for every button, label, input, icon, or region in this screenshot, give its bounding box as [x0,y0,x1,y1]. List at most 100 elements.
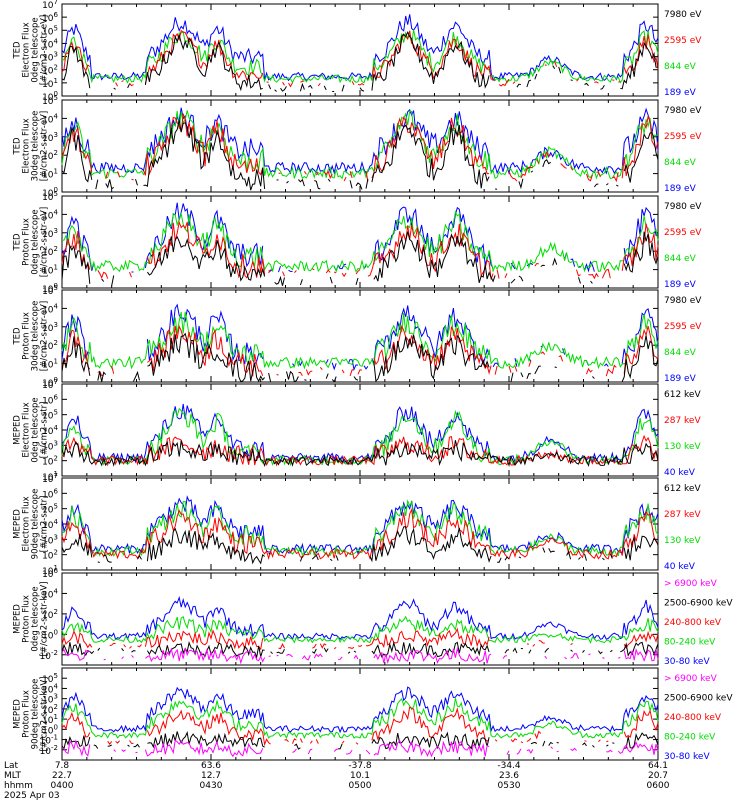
y-axis-label-line: Electron Flux [22,496,32,551]
y-axis-label-line: Proton Flux [22,312,32,360]
y-tick-label: 103 [42,439,58,452]
legend-entry: 40 keV [664,468,696,478]
series-line [61,403,659,464]
y-axis-label-line: [#/cm2-s-str] [40,402,50,459]
series-line [61,29,659,88]
y-tick-label: 107 [42,472,58,485]
panel-frame [61,99,659,193]
legend-entry: 7980 eV [664,296,702,306]
legend-entry: > 6900 keV [664,674,718,684]
legend-entry: 80-240 keV [664,733,716,743]
legend-entry: 240-800 keV [664,618,722,628]
x-tick-lat: 63.6 [201,761,221,771]
flux-panel-6: 101 102 103 104 105 106 107 MEPED Electron Flux 9… [13,472,702,577]
y-tick-label: 104 [42,37,58,50]
y-tick-label: 100 [42,186,58,199]
x-tick-mlt: 22.7 [52,771,72,781]
y-tick-label: 101 [42,77,58,90]
series-line [61,526,659,565]
y-tick-label: 105 [42,24,58,37]
flux-panel-2: 100 101 102 103 104 105 TED Electron Flux 30deg … [13,94,703,199]
y-axis-label: TED Proton Flux 30deg telescope [#/cm2-s-st… [13,301,50,372]
y-tick-label: 106 [42,487,58,500]
y-tick-label: 106 [42,11,58,24]
series-line [61,640,659,659]
y-tick-label: 101 [42,264,58,277]
y-axis-label-line: 0deg telescope [31,397,41,462]
legend-entry: 844 eV [664,62,697,72]
y-axis-label-line: Proton Flux [22,218,32,266]
y-tick-label: 100 [42,723,58,736]
y-axis-label-line: 30deg telescope [31,111,41,182]
y-tick-label: 103 [42,321,58,334]
y-axis-label: MEPED Electron Flux 90deg telescope [#/cm2-… [13,489,50,560]
y-axis-label-line: [#/cm2-s-str-eV] [40,15,50,85]
panel-frame [61,667,659,761]
legend-entry: 189 eV [664,280,697,290]
series-line [61,30,659,92]
y-tick-label: 101 [42,713,58,726]
series-line [61,29,659,84]
x-row-label: MLT [4,771,22,781]
series-line [61,739,659,758]
legend-entry: 189 eV [664,184,697,194]
y-axis-label: MEPED Proton Flux 0deg telescope [#/cm2-s-s… [13,582,50,657]
y-tick-label: 104 [42,682,58,695]
x-tick-hhmm: 0600 [647,781,670,791]
y-tick-label: 101 [42,470,58,483]
y-axis-label-line: [#/cm2-s-str-eV] [40,301,50,371]
y-axis-label-line: [#/cm2-s-str-eV] [40,207,50,277]
flux-panel-5: 101 102 103 104 105 106 107 MEPED Electron Flux 0… [13,378,702,483]
x-tick-lat: 7.8 [55,761,70,771]
y-tick-label: 100 [42,90,58,103]
series-line [61,706,659,747]
y-axis-label-line: Proton Flux [22,595,32,643]
y-tick-label: 104 [42,302,58,315]
y-axis-label-line: TED [13,327,23,346]
series-line [61,627,659,651]
legend-entry: 7980 eV [664,10,702,20]
legend-entry: 2595 eV [664,132,702,142]
legend-entry: 7980 eV [664,106,702,116]
y-axis-label-line: 90deg telescope [31,679,41,750]
y-tick-label: 101 [42,358,58,371]
legend-entry: 240-800 keV [664,713,722,723]
y-axis-label-line: Electron Flux [22,118,32,173]
y-axis-label-line: TED [13,137,23,156]
legend-entry: 80-240 keV [664,638,716,648]
y-tick-label: 103 [42,693,58,706]
series-line [61,434,659,467]
x-row-label: hhmm [4,781,33,791]
series-line [61,332,659,383]
series-line [61,220,659,280]
y-axis-label-line: 90deg telescope [31,489,41,560]
panel-frame [61,3,659,97]
y-tick-label: 106 [42,393,58,406]
y-tick-label: 104 [42,208,58,221]
y-axis-label-line: Electron Flux [22,402,32,457]
y-axis-label: TED Electron Flux 30deg telescope [#/cm2-s-… [13,111,50,182]
series-line [61,731,659,751]
y-tick-label: 107 [42,0,58,11]
y-axis-label-line: MEPED [13,699,23,729]
y-tick-label: 102 [42,64,58,77]
y-axis-label: MEPED Proton Flux 90deg telescope [#/cm2-s-… [13,677,50,752]
x-tick-lat: 64.1 [648,761,668,771]
y-tick-label: 102 [42,339,58,352]
y-axis-label-line: TED [13,41,23,60]
legend-entry: 7980 eV [664,202,702,212]
series-line [61,210,659,273]
series-line [61,507,659,561]
y-axis-label-line: [#/cm2-s-str-keV] [40,677,50,752]
y-axis-label: TED Electron Flux 0deg telescope [#/cm2-s-s… [13,15,50,85]
y-tick-label: 103 [42,533,58,546]
legend-entry: 2595 eV [664,36,702,46]
flux-panel-4: 100 101 102 103 104 105 TED Proton Flux 30deg te… [13,284,703,389]
y-tick-label: 100 [42,628,58,641]
y-tick-label: 104 [42,424,58,437]
x-tick-hhmm: 0400 [51,781,74,791]
y-tick-label: 103 [42,227,58,240]
series-line [61,440,659,468]
